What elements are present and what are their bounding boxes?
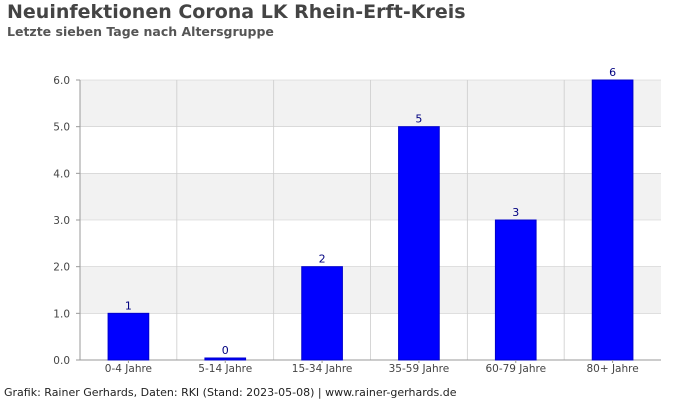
x-tick-label: 0-4 Jahre xyxy=(105,363,152,375)
x-tick-label: 5-14 Jahre xyxy=(198,363,252,375)
bar-value-label: 6 xyxy=(609,66,616,79)
y-tick-label: 0.0 xyxy=(53,355,70,367)
chart-title: Neuinfektionen Corona LK Rhein-Erft-Krei… xyxy=(7,1,466,23)
bar xyxy=(204,357,247,361)
x-tick-label: 60-79 Jahre xyxy=(485,363,546,375)
y-tick-label: 4.0 xyxy=(53,168,70,180)
bar xyxy=(591,79,634,361)
y-tick-label: 3.0 xyxy=(53,215,70,227)
y-tick-label: 1.0 xyxy=(53,308,70,320)
bar xyxy=(107,312,150,361)
chart-subtitle: Letzte sieben Tage nach Altersgruppe xyxy=(7,24,274,39)
x-tick-label: 15-34 Jahre xyxy=(292,363,353,375)
y-tick-label: 6.0 xyxy=(53,75,70,87)
x-tick-label: 80+ Jahre xyxy=(586,363,638,375)
bar-value-label: 2 xyxy=(319,253,326,266)
x-tick-label: 35-59 Jahre xyxy=(389,363,450,375)
bar xyxy=(398,126,440,361)
bar-value-label: 3 xyxy=(512,206,519,219)
bar-value-label: 1 xyxy=(125,299,132,312)
bar-value-label: 0 xyxy=(222,344,229,357)
chart-footer: Grafik: Rainer Gerhards, Daten: RKI (Sta… xyxy=(4,386,457,399)
bar xyxy=(301,266,343,361)
bar xyxy=(494,219,537,361)
bar-value-label: 5 xyxy=(415,113,422,126)
y-tick-label: 2.0 xyxy=(53,262,70,274)
y-tick-label: 5.0 xyxy=(53,122,70,134)
